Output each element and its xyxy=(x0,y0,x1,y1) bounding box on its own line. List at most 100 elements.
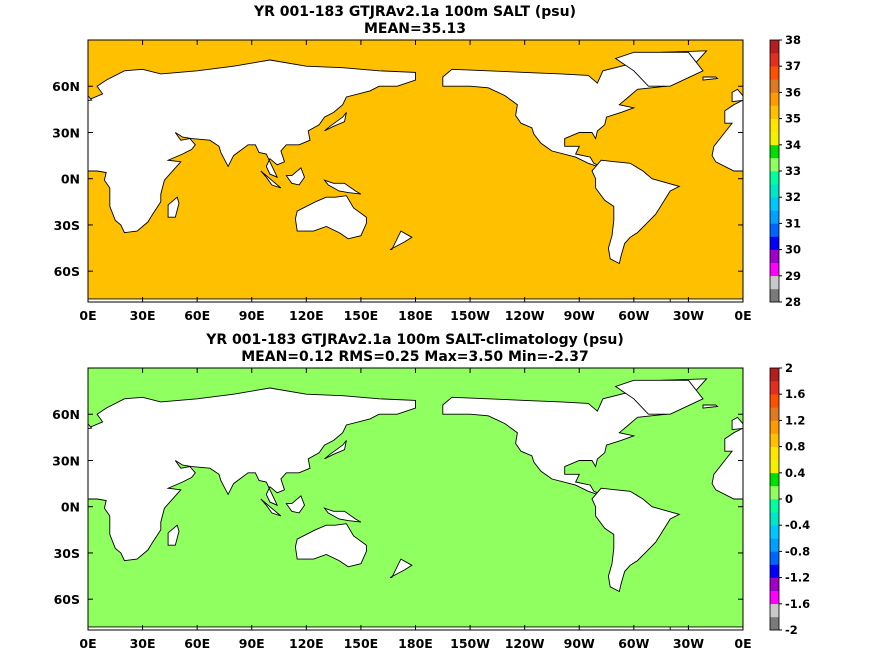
x-tick-label: 120W xyxy=(505,636,545,651)
panel-title: YR 001-183 GTJRAv2.1a 100m SALT (psu) xyxy=(253,4,576,20)
colorbar-tick-label: 32 xyxy=(785,190,801,204)
colorbar-segment xyxy=(770,236,779,250)
colorbar-tick-label: -1.2 xyxy=(785,571,810,585)
colorbar-segment xyxy=(770,197,779,211)
landmass xyxy=(260,170,282,189)
colorbar-tick-label: 28 xyxy=(785,295,801,309)
colorbar-segment xyxy=(770,288,779,303)
x-tick-label: 90E xyxy=(239,636,265,651)
colorbar-segment xyxy=(770,394,779,408)
colorbar-tick-label: -0.4 xyxy=(785,518,810,532)
colorbar-segment xyxy=(770,577,779,591)
landmass xyxy=(88,423,93,429)
panel-subtitle: MEAN=0.12 RMS=0.25 Max=3.50 Min=-2.37 xyxy=(241,349,588,365)
colorbar-tick-label: 34 xyxy=(785,138,801,152)
landmass xyxy=(285,495,306,514)
y-tick-label: 60S xyxy=(54,592,80,607)
x-tick-label: 60W xyxy=(618,636,649,651)
landmass xyxy=(324,440,347,460)
colorbar-segment xyxy=(770,171,779,185)
colorbar-tick-label: 0.4 xyxy=(785,466,805,480)
landmass xyxy=(614,51,704,87)
landmass xyxy=(711,99,743,172)
map-field xyxy=(88,368,834,630)
x-tick-label: 30E xyxy=(130,636,156,651)
y-tick-label: 30S xyxy=(54,218,80,233)
landmass xyxy=(823,525,834,545)
colorbar-tick-label: 36 xyxy=(785,85,801,99)
y-tick-label: 30S xyxy=(54,546,80,561)
landmass xyxy=(285,167,306,186)
colorbar-segment xyxy=(770,459,779,474)
colorbar-tick-label: 33 xyxy=(785,164,801,178)
landmass xyxy=(614,379,704,415)
landmass xyxy=(823,197,834,217)
colorbar-tick-label: -2 xyxy=(785,623,798,637)
colorbar-segment xyxy=(770,223,779,237)
x-tick-label: 150E xyxy=(344,308,379,323)
landmass xyxy=(389,230,413,251)
colorbar-segment xyxy=(770,157,779,172)
colorbar-segment xyxy=(770,210,779,224)
colorbar-tick-label: 35 xyxy=(785,112,801,126)
x-tick-label: 30W xyxy=(673,636,704,651)
colorbar-segment xyxy=(770,144,779,159)
colorbar-segment xyxy=(770,79,779,93)
landmass xyxy=(702,76,719,81)
colorbar-segment xyxy=(770,446,779,460)
colorbar-segment xyxy=(770,53,779,67)
landmass xyxy=(324,112,347,132)
x-tick-label: 0E xyxy=(79,308,96,323)
colorbar-segment xyxy=(770,603,779,618)
colorbar-segment xyxy=(770,485,779,500)
landmass xyxy=(88,95,93,101)
colorbar-tick-label: -1.6 xyxy=(785,597,810,611)
x-tick-label: 90W xyxy=(564,636,595,651)
landmass xyxy=(294,523,367,568)
panel-title: YR 001-183 GTJRAv2.1a 100m SALT-climatol… xyxy=(205,332,624,348)
colorbar-tick-label: 37 xyxy=(785,59,801,73)
x-tick-label: 180E xyxy=(398,308,433,323)
y-tick-label: 30N xyxy=(52,125,80,140)
x-tick-label: 120E xyxy=(289,636,324,651)
colorbar-segment xyxy=(770,512,779,526)
landmass xyxy=(88,59,416,234)
colorbar-tick-label: 1.2 xyxy=(785,413,805,427)
y-tick-label: 60S xyxy=(54,264,80,279)
x-tick-label: 120E xyxy=(289,308,324,323)
colorbar-segment xyxy=(770,590,779,605)
colorbar-segment xyxy=(770,616,779,631)
colorbar-segment xyxy=(770,131,779,146)
colorbar-segment xyxy=(770,525,779,539)
x-tick-label: 90W xyxy=(564,308,595,323)
map-field xyxy=(88,40,834,302)
colorbar-segment xyxy=(770,92,779,106)
y-tick-label: 60N xyxy=(52,79,80,94)
x-tick-label: 0E xyxy=(734,308,751,323)
colorbar-tick-label: 30 xyxy=(785,243,801,257)
map-plot-area: 0E 30E 60E 90E 120E 150E 180E 150W 120W 90W 60W 30W… xyxy=(52,39,834,323)
colorbar-segment xyxy=(770,433,779,447)
landmass xyxy=(260,498,282,517)
x-tick-label: 180E xyxy=(398,636,433,651)
colorbar-segment xyxy=(770,472,779,487)
colorbar-tick-label: 29 xyxy=(785,269,801,283)
x-tick-label: 0E xyxy=(79,636,96,651)
landmass xyxy=(591,487,681,593)
colorbar-segment xyxy=(770,184,779,198)
colorbar-segment xyxy=(770,564,779,578)
landmass xyxy=(731,416,743,431)
landmass xyxy=(167,196,180,218)
colorbar-tick-label: -0.8 xyxy=(785,544,810,558)
x-tick-label: 60W xyxy=(618,308,649,323)
colorbar-tick-label: 0 xyxy=(785,492,793,506)
colorbar-segment xyxy=(770,538,779,552)
x-tick-label: 150E xyxy=(344,636,379,651)
landmass xyxy=(167,524,180,546)
y-tick-label: 0N xyxy=(61,500,80,515)
landmass xyxy=(323,507,362,523)
colorbar-tick-label: 1.6 xyxy=(785,387,805,401)
panel-subtitle: MEAN=35.13 xyxy=(364,21,466,37)
colorbar: 2 1.6 1.2 0.8 0.4 0 -0.4 -0.8 -1.2 -1.6 -2 xyxy=(769,361,810,637)
